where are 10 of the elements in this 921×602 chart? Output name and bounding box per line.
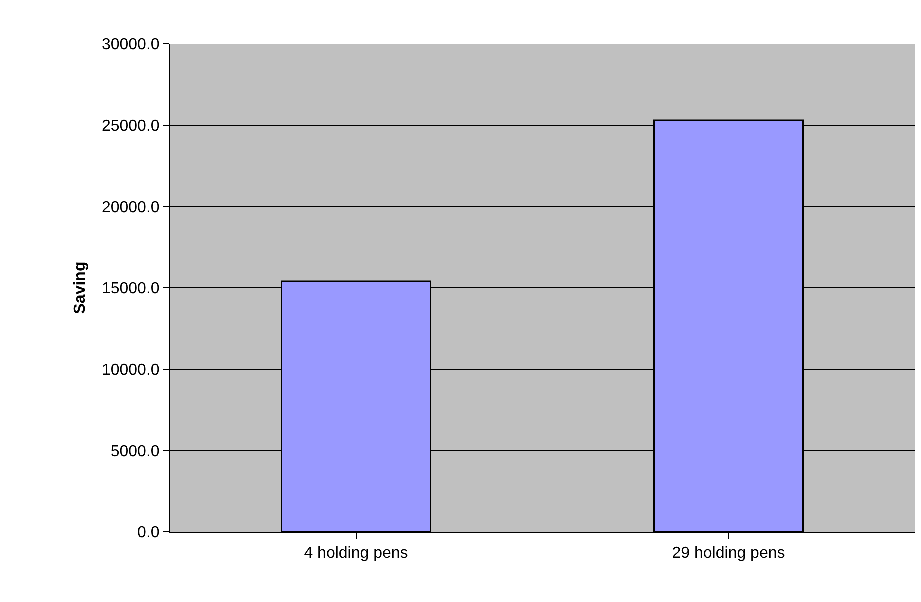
y-axis-title: Saving — [72, 262, 89, 314]
x-tick-label: 29 holding pens — [672, 545, 786, 562]
y-tick-label: 15000.0 — [102, 280, 160, 298]
y-tick-label: 30000.0 — [102, 36, 160, 54]
x-tick-label: 4 holding pens — [304, 545, 408, 562]
y-tick-label: 5000.0 — [110, 443, 160, 460]
y-tick-label: 20000.0 — [102, 199, 160, 216]
y-tick-label: 0.0 — [138, 524, 160, 542]
y-tick-label: 10000.0 — [102, 362, 160, 379]
y-tick-label: 25000.0 — [102, 118, 160, 135]
